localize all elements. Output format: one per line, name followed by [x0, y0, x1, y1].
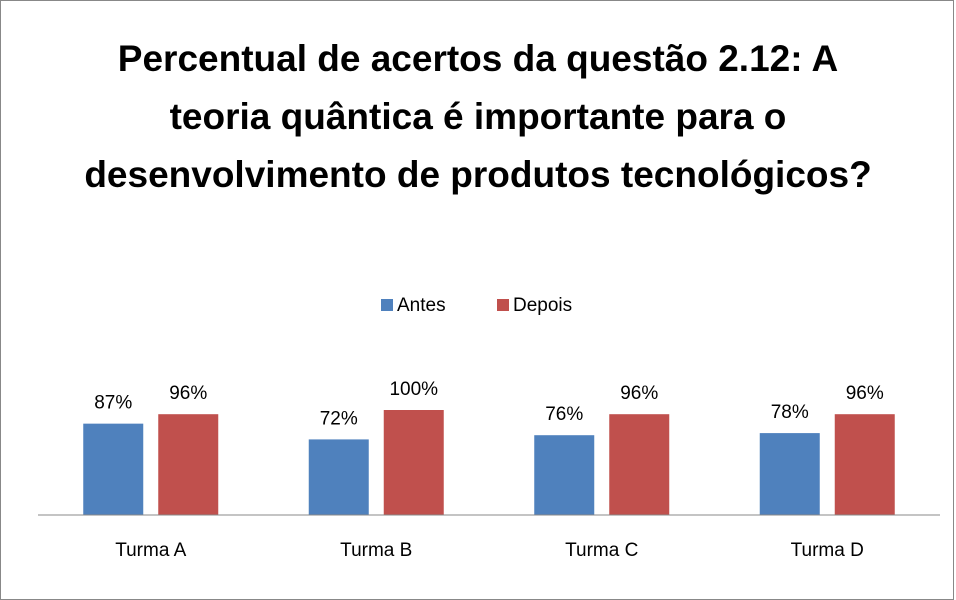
- bar: [609, 414, 670, 515]
- bar: [308, 439, 369, 515]
- chart: Antes Depois 87% 96% Turma A 72% 100% Turma B 76…: [38, 295, 940, 561]
- chart-title: Percentual de acertos da questão 2.12: A…: [84, 38, 872, 195]
- data-label: 96%: [846, 383, 884, 404]
- data-label: 96%: [620, 383, 658, 404]
- x-tick-label: Turma A: [115, 540, 186, 561]
- x-tick-label: Turma D: [791, 540, 864, 561]
- legend-label: Antes: [397, 295, 446, 316]
- data-label: 100%: [389, 379, 438, 400]
- bar: [158, 414, 219, 515]
- data-label: 72%: [320, 408, 358, 429]
- bar: [759, 433, 820, 515]
- x-tick-label: Turma C: [565, 540, 638, 561]
- data-label: 96%: [169, 383, 207, 404]
- legend-label: Depois: [513, 295, 572, 316]
- bar: [834, 414, 895, 515]
- legend-swatch: [497, 299, 509, 311]
- bar: [383, 410, 444, 515]
- bar: [534, 435, 595, 515]
- data-label: 78%: [771, 402, 809, 423]
- bar: [83, 423, 144, 515]
- legend-swatch: [381, 299, 393, 311]
- data-label: 87%: [94, 393, 132, 414]
- data-label: 76%: [545, 404, 583, 425]
- x-tick-label: Turma B: [340, 540, 412, 561]
